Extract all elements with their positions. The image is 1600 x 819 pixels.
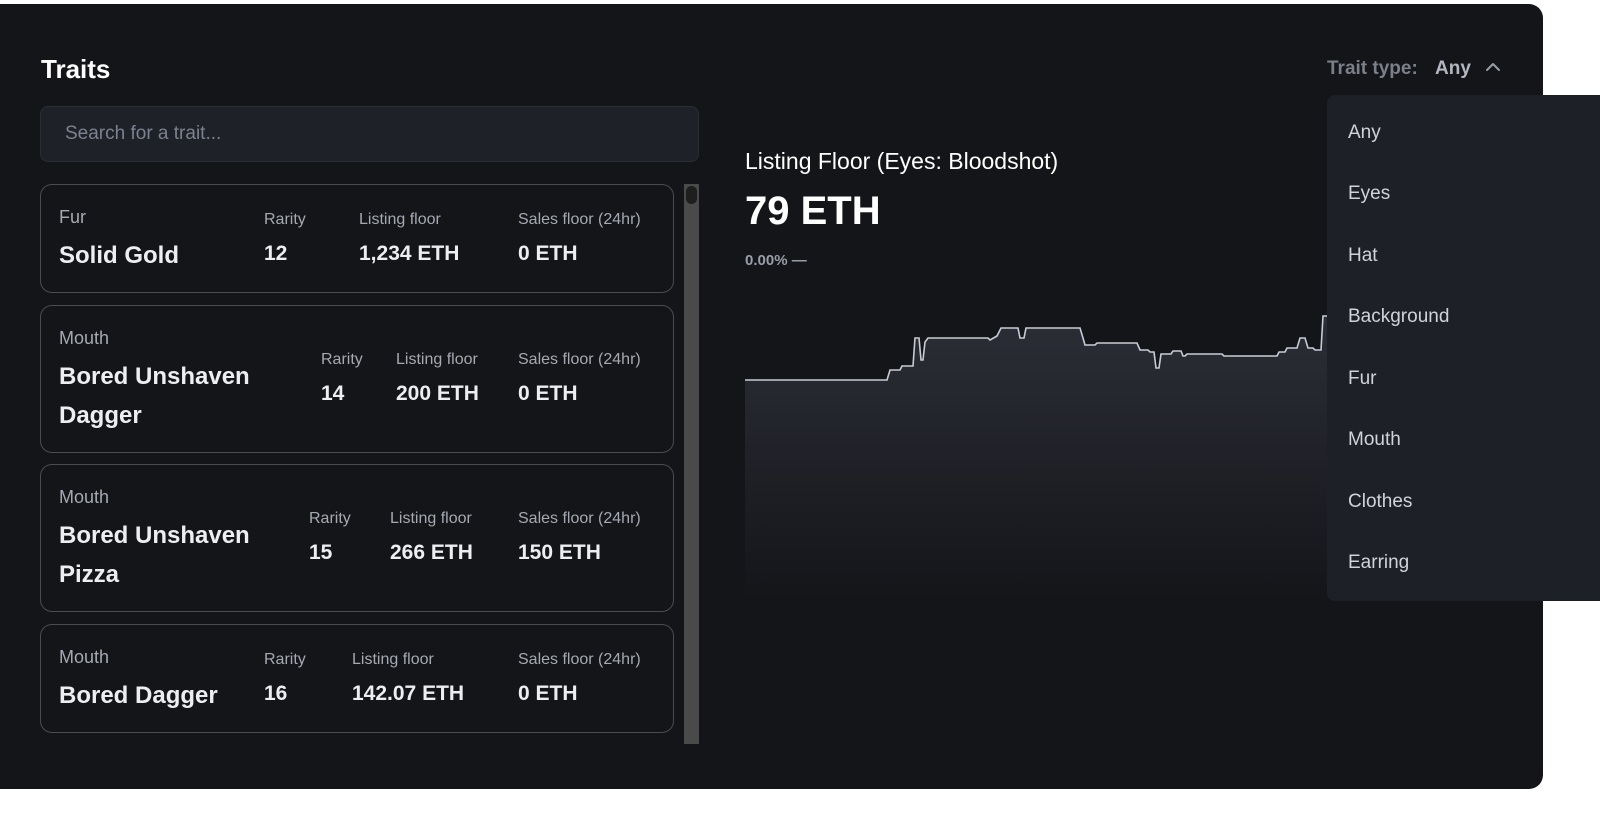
chevron-up-icon[interactable]: [1484, 60, 1502, 74]
search-input[interactable]: [40, 106, 699, 162]
trait-category: Fur: [59, 207, 86, 227]
chart-title: Listing Floor (Eyes: Bloodshot): [745, 148, 1059, 174]
listing-floor-value: 142.07 ETH: [352, 682, 465, 705]
rarity-value: 15: [309, 541, 333, 564]
dropdown-option-any[interactable]: Any: [1348, 122, 1381, 143]
trait-card[interactable]: Fur Solid Gold Rarity 12 Listing floor 1…: [40, 184, 674, 293]
sales-floor-value: 0 ETH: [518, 242, 578, 265]
dropdown-option-eyes[interactable]: Eyes: [1348, 183, 1391, 204]
dropdown-option-mouth[interactable]: Mouth: [1348, 429, 1401, 450]
rarity-label: Rarity: [264, 651, 306, 668]
chart-change: 0.00% —: [745, 252, 807, 269]
trait-card[interactable]: Mouth Bored Unshaven Dagger Rarity 14 Li…: [40, 305, 674, 453]
sales-floor-value: 0 ETH: [518, 682, 578, 705]
sales-floor-label: Sales floor (24hr): [518, 510, 641, 527]
trait-category: Mouth: [59, 647, 110, 667]
rarity-value: 12: [264, 242, 288, 265]
trait-name: Solid Gold: [59, 242, 179, 269]
chart-line: [745, 315, 1330, 381]
listing-floor-value: 266 ETH: [390, 541, 473, 564]
sales-floor-label: Sales floor (24hr): [518, 211, 641, 228]
dropdown-option-fur[interactable]: Fur: [1348, 368, 1377, 389]
dropdown-option-clothes[interactable]: Clothes: [1348, 491, 1413, 512]
trait-name-line-2: Pizza: [59, 561, 120, 588]
list-scrollbar-thumb[interactable]: [686, 186, 697, 204]
trait-card[interactable]: Mouth Bored Unshaven Pizza Rarity 15 Lis…: [40, 464, 674, 612]
rarity-label: Rarity: [264, 211, 306, 228]
rarity-label: Rarity: [321, 351, 363, 368]
rarity-label: Rarity: [309, 510, 351, 527]
trait-name-line-2: Dagger: [59, 402, 142, 429]
trait-card[interactable]: Mouth Bored Dagger Rarity 16 Listing flo…: [40, 624, 674, 733]
listing-floor-label: Listing floor: [396, 351, 478, 368]
trait-type-dropdown: Any Eyes Hat Background Fur Mouth Clothe…: [1327, 95, 1600, 601]
trait-category: Mouth: [59, 487, 110, 507]
trait-name-line-1: Bored Unshaven: [59, 522, 250, 549]
trait-category: Mouth: [59, 328, 110, 348]
rarity-value: 16: [264, 682, 288, 705]
rarity-value: 14: [321, 382, 345, 405]
listing-floor-value: 1,234 ETH: [359, 242, 460, 265]
sales-floor-label: Sales floor (24hr): [518, 351, 641, 368]
sales-floor-value: 0 ETH: [518, 382, 578, 405]
sales-floor-label: Sales floor (24hr): [518, 651, 641, 668]
listing-floor-chart[interactable]: [745, 300, 1330, 600]
dropdown-option-background[interactable]: Background: [1348, 306, 1450, 327]
page-title: Traits: [41, 54, 111, 84]
trait-name-line-1: Bored Unshaven: [59, 363, 250, 390]
listing-floor-value: 200 ETH: [396, 382, 479, 405]
dropdown-option-hat[interactable]: Hat: [1348, 245, 1378, 266]
trait-type-selected[interactable]: Any: [1435, 58, 1471, 79]
list-scrollbar[interactable]: [684, 184, 699, 744]
listing-floor-label: Listing floor: [352, 651, 434, 668]
chart-area-fill: [745, 316, 1330, 600]
chart-current-value: 79 ETH: [745, 189, 881, 233]
sales-floor-value: 150 ETH: [518, 541, 601, 564]
trait-type-label: Trait type:: [1327, 58, 1418, 79]
listing-floor-label: Listing floor: [390, 510, 472, 527]
listing-floor-label: Listing floor: [359, 211, 441, 228]
dropdown-option-earring[interactable]: Earring: [1348, 552, 1410, 573]
trait-name: Bored Dagger: [59, 682, 218, 709]
